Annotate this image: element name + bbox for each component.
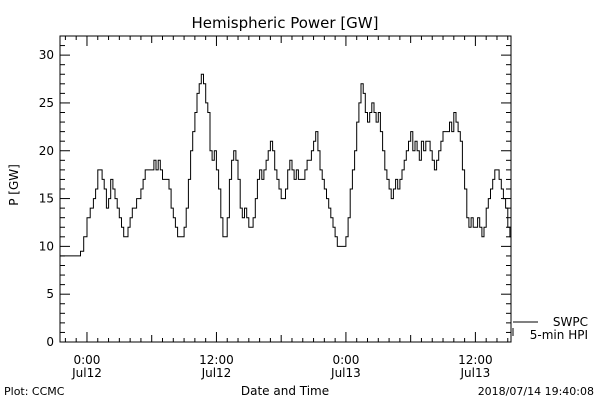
- y-tick-label: 0: [46, 335, 54, 349]
- y-axis-label: P [GW]: [7, 164, 21, 206]
- legend-label-swpc: SWPC: [553, 315, 588, 329]
- x-tick-time-label: 0:00: [332, 353, 359, 367]
- y-tick-label: 5: [46, 287, 54, 301]
- y-tick-label: 10: [39, 239, 54, 253]
- legend-label-hpi: 5-min HPI: [530, 328, 588, 342]
- y-tick-label: 25: [39, 96, 54, 110]
- y-tick-label: 15: [39, 192, 54, 206]
- x-axis-label: Date and Time: [241, 384, 329, 398]
- x-tick-date-label: Jul13: [330, 366, 361, 380]
- x-tick-date-label: Jul12: [71, 366, 102, 380]
- series-line-hpi: [60, 73, 512, 257]
- y-tick-label: 30: [39, 48, 54, 62]
- chart-title: Hemispheric Power [GW]: [192, 14, 379, 32]
- footer-source: Plot: CCMC: [4, 385, 65, 398]
- x-tick-time-label: 12:00: [458, 353, 493, 367]
- x-tick-date-label: Jul12: [201, 366, 232, 380]
- x-tick-date-label: Jul13: [460, 366, 491, 380]
- x-tick-time-label: 12:00: [199, 353, 234, 367]
- footer-timestamp: 2018/07/14 19:40:08: [478, 385, 594, 398]
- x-tick-time-label: 0:00: [73, 353, 100, 367]
- series-layer: [60, 73, 512, 257]
- y-axis: 0 5 10 15 20 25 30: [39, 35, 511, 349]
- y-tick-label: 20: [39, 144, 54, 158]
